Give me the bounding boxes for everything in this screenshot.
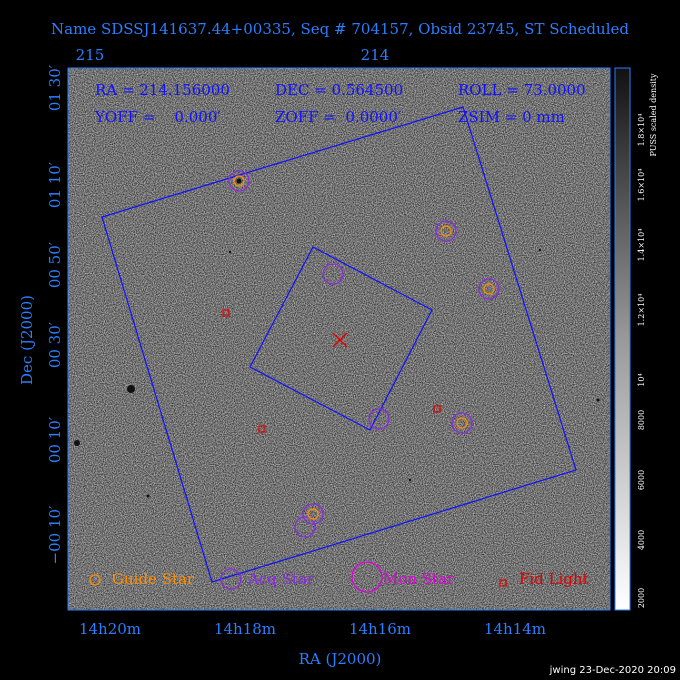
y-tick-label: 01 10′: [46, 161, 64, 208]
colorbar: [614, 67, 631, 611]
colorbar-tick-label: 1.4×10⁴: [637, 229, 646, 262]
y-tick-label: −00 10′: [46, 505, 64, 565]
top-tick-label: 215: [76, 46, 105, 64]
x-tick-label: 14h14m: [484, 620, 546, 638]
colorbar-tick-label: 8000: [637, 410, 646, 430]
y-tick-label: 00 50′: [46, 241, 64, 288]
legend-label: Fid Light: [519, 570, 589, 588]
colorbar-tick-label: 1.6×10⁴: [637, 169, 646, 202]
colorbar-tick-label: 10⁴: [637, 373, 646, 386]
colorbar-tick-label: 4000: [637, 530, 646, 550]
colorbar-tick-label: 1.2×10⁴: [637, 294, 646, 327]
x-tick-label: 14h16m: [349, 620, 411, 638]
x-tick-label: 14h18m: [214, 620, 276, 638]
acis-outline: [101, 106, 577, 583]
legend-label: Guide Star: [112, 570, 195, 588]
hrc-outline: [249, 246, 433, 431]
colorbar-label: PUSS scaled density: [649, 73, 658, 157]
y-tick-label: 00 10′: [46, 416, 64, 463]
fid-lights: [222, 309, 441, 433]
info-text: ZOFF = 0.0000′: [275, 108, 402, 126]
top-tick-label: 214: [361, 46, 390, 64]
plot-frame: [67, 67, 611, 611]
y-tick-label: 00 30′: [46, 321, 64, 368]
legend-label: Acq Star: [247, 570, 315, 588]
acq-stars: [228, 170, 500, 538]
y-tick-label: 01 30′: [46, 64, 64, 111]
colorbar-tick-label: 1.8×10⁴: [637, 114, 646, 147]
footer: jwing 23-Dec-2020 20:09: [549, 665, 676, 676]
info-text: ROLL = 73.0000: [458, 81, 586, 99]
axes: 215 214 14h20m 14h18m 14h16m 14h14m 01 30′ 01 1…: [46, 46, 646, 638]
y-axis-label: Dec (J2000): [18, 295, 36, 385]
colorbar-tick-label: 6000: [637, 470, 646, 490]
info-text: YOFF = 0.000′: [94, 108, 221, 126]
info-text: DEC = 0.564500: [275, 81, 403, 99]
info-text: RA = 214.156000: [95, 81, 230, 99]
info-text: ZSIM = 0 mm: [458, 108, 565, 126]
legend-label: Mon Star: [383, 570, 455, 588]
colorbar-tick-label: 2000: [637, 588, 646, 608]
info-block: RA = 214.156000 DEC = 0.564500 ROLL = 73.0…: [94, 81, 586, 126]
legend: Guide Star Acq Star Mon Star Fid Light: [89, 561, 589, 593]
guide-stars: [233, 175, 495, 520]
title: Name SDSSJ141637.44+00335, Seq # 704157,…: [51, 20, 629, 38]
stars: [74, 178, 600, 498]
target-marker: [332, 332, 348, 348]
x-axis-label: RA (J2000): [299, 650, 382, 668]
x-tick-label: 14h20m: [79, 620, 141, 638]
